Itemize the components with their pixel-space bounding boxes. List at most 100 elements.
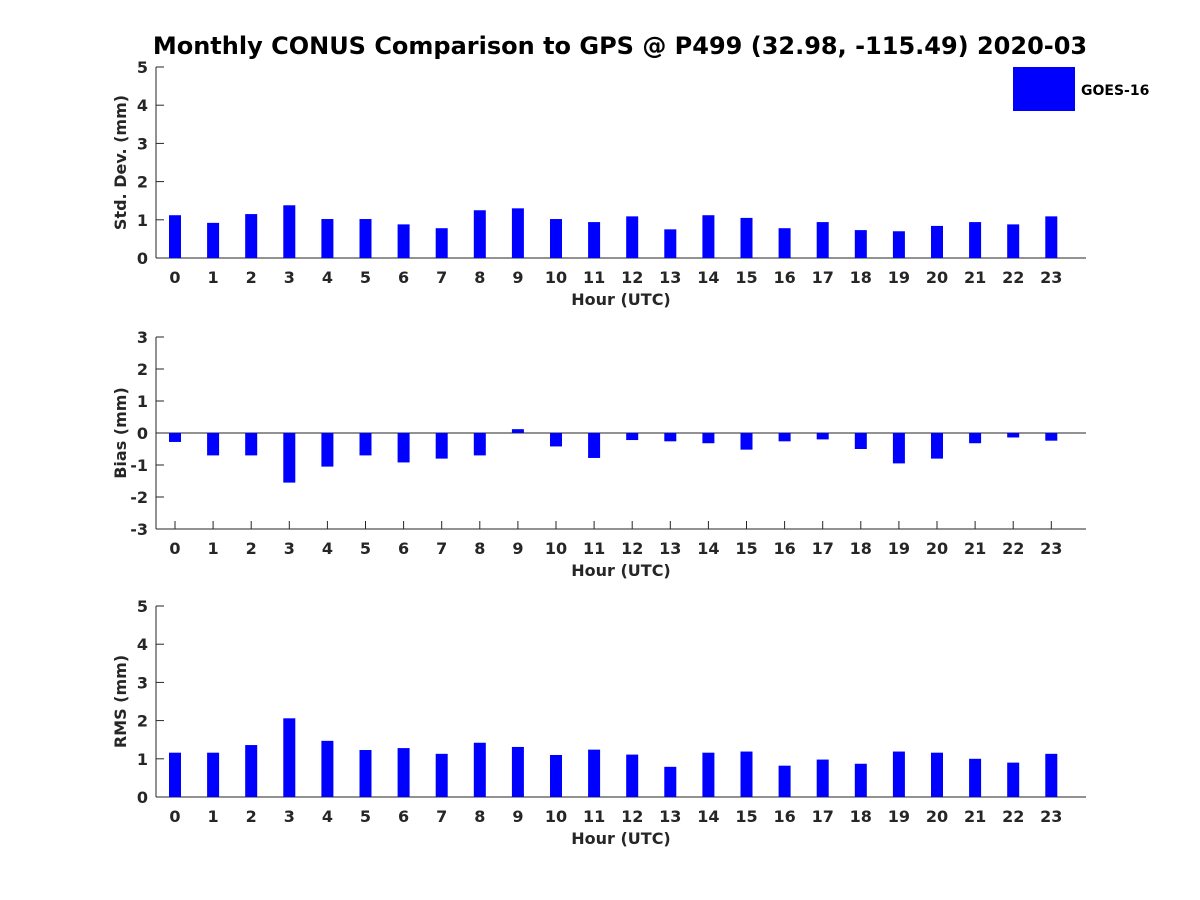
- std-bar-hour-18: [854, 230, 867, 258]
- std-bar-hour-15: [740, 217, 753, 258]
- bias-xtick-label: 13: [659, 539, 681, 558]
- bias-xtick-label: 3: [284, 539, 295, 558]
- rms-ytick-label: 5: [137, 597, 148, 616]
- bias-xtick-label: 6: [398, 539, 409, 558]
- std-ytick-label: 1: [137, 211, 148, 230]
- rms-xtick-label: 12: [621, 807, 643, 826]
- rms-bar-hour-13: [664, 766, 677, 797]
- std-bar-hour-19: [892, 231, 905, 258]
- bias-bar-hour-5: [359, 433, 372, 456]
- rms-xtick-label: 2: [246, 807, 257, 826]
- std-ytick-label: 4: [137, 96, 148, 115]
- bias-xtick-label: 4: [322, 539, 333, 558]
- rms-xtick-label: 22: [1002, 807, 1024, 826]
- std-bar-hour-1: [207, 222, 220, 258]
- std-xtick-label: 8: [474, 268, 485, 287]
- bias-bar-hour-14: [702, 433, 715, 444]
- rms-ytick-label: 1: [137, 750, 148, 769]
- std-xtick-label: 0: [169, 268, 180, 287]
- bias-y-label: Bias (mm): [111, 387, 130, 479]
- legend: GOES-16: [1011, 65, 1149, 113]
- rms-bar-hour-16: [778, 765, 791, 797]
- bias-xtick-label: 16: [773, 539, 795, 558]
- rms-bar-hour-5: [359, 750, 372, 797]
- legend-swatch: [1013, 67, 1075, 111]
- rms-bar-hour-3: [283, 718, 296, 797]
- rms-bar-hour-21: [969, 758, 982, 797]
- std-bar-hour-3: [283, 205, 296, 258]
- std-bar-hour-14: [702, 215, 715, 258]
- bias-xtick-label: 5: [360, 539, 371, 558]
- rms-xtick-label: 15: [735, 807, 757, 826]
- std-bar-hour-12: [626, 216, 639, 258]
- std-xtick-label: 15: [735, 268, 757, 287]
- rms-bar-hour-20: [931, 752, 943, 797]
- bias-xtick-label: 7: [436, 539, 447, 558]
- bias-bar-hour-15: [740, 433, 753, 450]
- std-xtick-label: 5: [360, 268, 371, 287]
- rms-xtick-label: 5: [360, 807, 371, 826]
- rms-bar-hour-15: [740, 751, 753, 797]
- std-xtick-label: 23: [1040, 268, 1062, 287]
- rms-bar-hour-2: [245, 745, 258, 797]
- std-bar-hour-22: [1007, 224, 1020, 258]
- bias-xtick-label: 22: [1002, 539, 1024, 558]
- std-ytick-label: 0: [137, 249, 148, 268]
- std-ytick-label: 2: [137, 173, 148, 192]
- std-bar-hour-17: [816, 222, 829, 258]
- bias-bar-hour-0: [169, 433, 181, 442]
- std-xtick-label: 21: [964, 268, 986, 287]
- std-ytick-label: 5: [137, 58, 148, 77]
- bias-bar-hour-6: [397, 433, 410, 463]
- bias-ytick-label: 2: [137, 360, 148, 379]
- std-bar-hour-6: [397, 224, 410, 258]
- std-bar-hour-10: [550, 219, 562, 258]
- bias-bar-hour-20: [931, 433, 943, 459]
- rms-xtick-label: 6: [398, 807, 409, 826]
- bias-bar-hour-12: [626, 433, 639, 441]
- rms-ytick-label: 0: [137, 788, 148, 807]
- bias-bar-hour-19: [892, 433, 905, 464]
- std-xtick-label: 16: [773, 268, 795, 287]
- bias-xtick-label: 11: [583, 539, 605, 558]
- std-xtick-label: 3: [284, 268, 295, 287]
- std-bar-hour-13: [664, 229, 677, 258]
- bias-ytick-label: -2: [130, 488, 148, 507]
- bias-bar-hour-3: [283, 433, 296, 483]
- std-bar-hour-2: [245, 214, 258, 258]
- std-xtick-label: 2: [246, 268, 257, 287]
- std-xtick-label: 17: [812, 268, 834, 287]
- rms-xtick-label: 14: [697, 807, 719, 826]
- rms-x-label: Hour (UTC): [571, 829, 671, 848]
- bias-xtick-label: 15: [735, 539, 757, 558]
- bias-bar-hour-10: [550, 433, 562, 447]
- bias-xtick-label: 1: [208, 539, 219, 558]
- bias-bar-hour-9: [511, 429, 524, 433]
- rms-bar-hour-22: [1007, 762, 1020, 797]
- rms-xtick-label: 11: [583, 807, 605, 826]
- bias-xtick-label: 18: [850, 539, 872, 558]
- rms-bar-hour-10: [550, 754, 562, 797]
- bias-bar-hour-11: [588, 433, 601, 458]
- legend-label: GOES-16: [1081, 83, 1149, 99]
- rms-xtick-label: 7: [436, 807, 447, 826]
- bias-xtick-label: 2: [246, 539, 257, 558]
- rms-xtick-label: 8: [474, 807, 485, 826]
- bias-xtick-label: 8: [474, 539, 485, 558]
- std-xtick-label: 12: [621, 268, 643, 287]
- rms-xtick-label: 0: [169, 807, 180, 826]
- bias-xtick-label: 0: [169, 539, 180, 558]
- std-bar-hour-0: [169, 215, 181, 258]
- std-xtick-label: 19: [888, 268, 910, 287]
- bias-xtick-label: 9: [512, 539, 523, 558]
- std-bar-hour-5: [359, 219, 372, 258]
- std-xtick-label: 14: [697, 268, 719, 287]
- bias-bar-hour-16: [778, 433, 791, 442]
- std-xtick-label: 22: [1002, 268, 1024, 287]
- bias-ytick-label: 1: [137, 392, 148, 411]
